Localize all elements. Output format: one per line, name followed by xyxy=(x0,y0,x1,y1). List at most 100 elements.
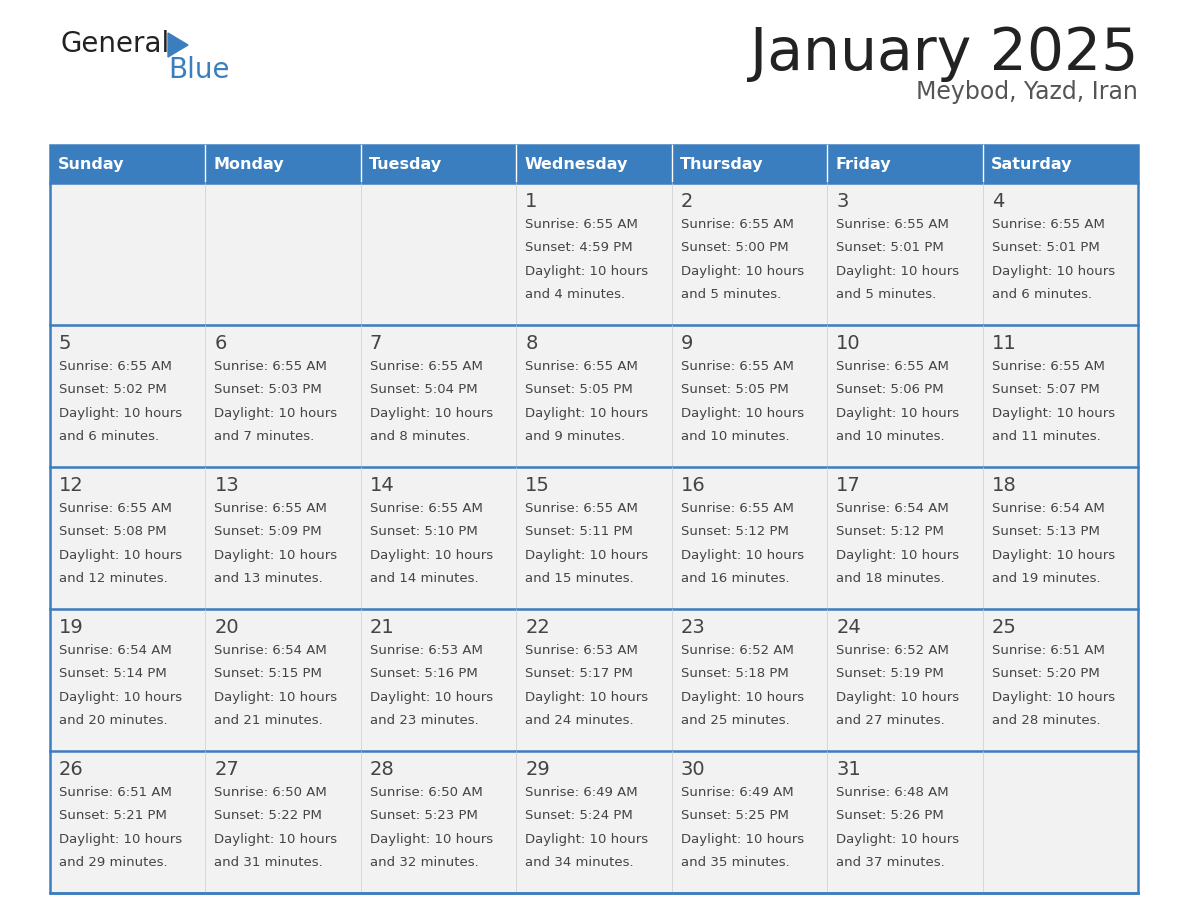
Text: 7: 7 xyxy=(369,334,383,353)
Text: Daylight: 10 hours: Daylight: 10 hours xyxy=(59,691,182,704)
Text: Sunrise: 6:55 AM: Sunrise: 6:55 AM xyxy=(214,502,328,515)
Bar xyxy=(206,145,361,183)
Text: 20: 20 xyxy=(214,618,239,637)
Text: Sunset: 5:14 PM: Sunset: 5:14 PM xyxy=(59,667,166,680)
Text: Sunset: 5:04 PM: Sunset: 5:04 PM xyxy=(369,384,478,397)
Text: Sunset: 5:19 PM: Sunset: 5:19 PM xyxy=(836,667,944,680)
Text: Daylight: 10 hours: Daylight: 10 hours xyxy=(369,407,493,420)
Text: Saturday: Saturday xyxy=(991,156,1072,172)
Text: 13: 13 xyxy=(214,476,239,495)
Text: Sunrise: 6:55 AM: Sunrise: 6:55 AM xyxy=(59,360,172,373)
Text: Sunrise: 6:49 AM: Sunrise: 6:49 AM xyxy=(681,786,794,799)
Text: and 23 minutes.: and 23 minutes. xyxy=(369,714,479,727)
Text: Sunrise: 6:50 AM: Sunrise: 6:50 AM xyxy=(214,786,327,799)
Text: Sunset: 5:23 PM: Sunset: 5:23 PM xyxy=(369,810,478,823)
Bar xyxy=(827,751,982,893)
Text: Sunrise: 6:55 AM: Sunrise: 6:55 AM xyxy=(525,502,638,515)
Text: Sunset: 5:20 PM: Sunset: 5:20 PM xyxy=(992,667,1099,680)
Text: Sunset: 5:02 PM: Sunset: 5:02 PM xyxy=(59,384,166,397)
Text: Monday: Monday xyxy=(214,156,284,172)
Text: 16: 16 xyxy=(681,476,706,495)
Bar xyxy=(50,145,206,183)
Text: and 18 minutes.: and 18 minutes. xyxy=(836,572,944,586)
Text: Sunrise: 6:49 AM: Sunrise: 6:49 AM xyxy=(525,786,638,799)
Text: 30: 30 xyxy=(681,760,706,779)
Text: 24: 24 xyxy=(836,618,861,637)
Text: Sunrise: 6:53 AM: Sunrise: 6:53 AM xyxy=(369,644,482,657)
Text: and 31 minutes.: and 31 minutes. xyxy=(214,856,323,869)
Text: 14: 14 xyxy=(369,476,394,495)
Text: Sunset: 5:01 PM: Sunset: 5:01 PM xyxy=(992,241,1099,254)
Text: 9: 9 xyxy=(681,334,693,353)
Bar xyxy=(982,325,1138,467)
Text: Daylight: 10 hours: Daylight: 10 hours xyxy=(525,549,649,562)
Text: Daylight: 10 hours: Daylight: 10 hours xyxy=(836,691,959,704)
Bar xyxy=(517,325,671,467)
Text: 26: 26 xyxy=(59,760,83,779)
Text: and 6 minutes.: and 6 minutes. xyxy=(992,288,1092,301)
Text: Sunset: 5:12 PM: Sunset: 5:12 PM xyxy=(836,525,944,539)
Text: Sunrise: 6:55 AM: Sunrise: 6:55 AM xyxy=(681,360,794,373)
Text: Sunset: 5:11 PM: Sunset: 5:11 PM xyxy=(525,525,633,539)
Bar xyxy=(361,183,517,325)
Text: 3: 3 xyxy=(836,192,848,211)
Text: and 20 minutes.: and 20 minutes. xyxy=(59,714,168,727)
Text: Sunset: 5:07 PM: Sunset: 5:07 PM xyxy=(992,384,1099,397)
Text: and 11 minutes.: and 11 minutes. xyxy=(992,431,1100,443)
Text: Sunset: 5:01 PM: Sunset: 5:01 PM xyxy=(836,241,944,254)
Text: 4: 4 xyxy=(992,192,1004,211)
Bar xyxy=(206,609,361,751)
Text: 5: 5 xyxy=(59,334,71,353)
Text: Sunset: 5:10 PM: Sunset: 5:10 PM xyxy=(369,525,478,539)
Text: and 37 minutes.: and 37 minutes. xyxy=(836,856,944,869)
Text: Daylight: 10 hours: Daylight: 10 hours xyxy=(214,833,337,845)
Bar xyxy=(517,145,671,183)
Text: Sunset: 5:26 PM: Sunset: 5:26 PM xyxy=(836,810,944,823)
Text: and 6 minutes.: and 6 minutes. xyxy=(59,431,159,443)
Text: Sunrise: 6:55 AM: Sunrise: 6:55 AM xyxy=(836,360,949,373)
Text: and 19 minutes.: and 19 minutes. xyxy=(992,572,1100,586)
Text: Daylight: 10 hours: Daylight: 10 hours xyxy=(836,407,959,420)
Text: Sunrise: 6:55 AM: Sunrise: 6:55 AM xyxy=(369,502,482,515)
Bar xyxy=(671,145,827,183)
Text: Daylight: 10 hours: Daylight: 10 hours xyxy=(59,549,182,562)
Text: Sunset: 5:09 PM: Sunset: 5:09 PM xyxy=(214,525,322,539)
Bar xyxy=(827,609,982,751)
Bar xyxy=(361,751,517,893)
Text: 31: 31 xyxy=(836,760,861,779)
Bar xyxy=(982,145,1138,183)
Text: and 28 minutes.: and 28 minutes. xyxy=(992,714,1100,727)
Text: Daylight: 10 hours: Daylight: 10 hours xyxy=(214,691,337,704)
Text: and 7 minutes.: and 7 minutes. xyxy=(214,431,315,443)
Bar xyxy=(827,325,982,467)
Text: Daylight: 10 hours: Daylight: 10 hours xyxy=(992,265,1114,278)
Text: Daylight: 10 hours: Daylight: 10 hours xyxy=(369,691,493,704)
Text: Sunrise: 6:55 AM: Sunrise: 6:55 AM xyxy=(836,218,949,231)
Text: Sunrise: 6:51 AM: Sunrise: 6:51 AM xyxy=(59,786,172,799)
Text: Sunset: 4:59 PM: Sunset: 4:59 PM xyxy=(525,241,633,254)
Bar xyxy=(517,609,671,751)
Bar xyxy=(517,751,671,893)
Text: Sunset: 5:21 PM: Sunset: 5:21 PM xyxy=(59,810,166,823)
Text: Sunrise: 6:50 AM: Sunrise: 6:50 AM xyxy=(369,786,482,799)
Text: Friday: Friday xyxy=(835,156,891,172)
Text: 19: 19 xyxy=(59,618,83,637)
Bar xyxy=(206,325,361,467)
Text: Sunrise: 6:54 AM: Sunrise: 6:54 AM xyxy=(836,502,949,515)
Text: Daylight: 10 hours: Daylight: 10 hours xyxy=(836,833,959,845)
Bar xyxy=(827,183,982,325)
Text: Daylight: 10 hours: Daylight: 10 hours xyxy=(525,265,649,278)
Text: Daylight: 10 hours: Daylight: 10 hours xyxy=(525,407,649,420)
Text: Daylight: 10 hours: Daylight: 10 hours xyxy=(992,407,1114,420)
Text: 1: 1 xyxy=(525,192,538,211)
Text: Daylight: 10 hours: Daylight: 10 hours xyxy=(214,407,337,420)
Text: Sunrise: 6:55 AM: Sunrise: 6:55 AM xyxy=(992,218,1105,231)
Text: Sunset: 5:03 PM: Sunset: 5:03 PM xyxy=(214,384,322,397)
Text: Daylight: 10 hours: Daylight: 10 hours xyxy=(836,265,959,278)
Text: 15: 15 xyxy=(525,476,550,495)
Text: Daylight: 10 hours: Daylight: 10 hours xyxy=(836,549,959,562)
Text: Sunrise: 6:55 AM: Sunrise: 6:55 AM xyxy=(992,360,1105,373)
Text: Daylight: 10 hours: Daylight: 10 hours xyxy=(369,549,493,562)
Text: and 4 minutes.: and 4 minutes. xyxy=(525,288,625,301)
Text: Sunset: 5:05 PM: Sunset: 5:05 PM xyxy=(525,384,633,397)
